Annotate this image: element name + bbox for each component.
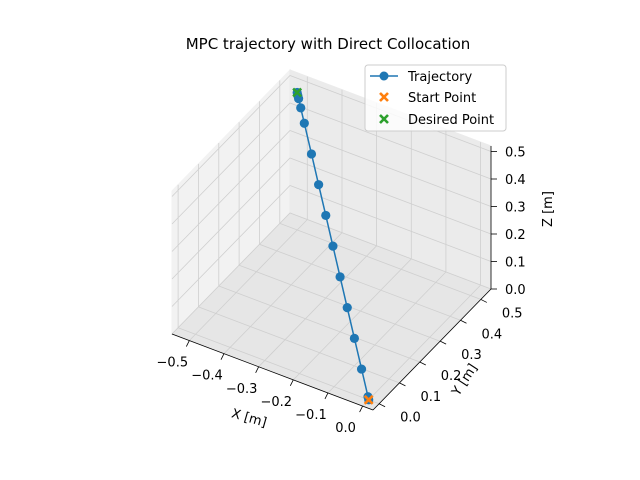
y-tick-label-0: 0.0 [400,411,421,426]
desired-point-marker [292,87,303,98]
z-tick-label-5: 0.5 [505,146,526,161]
legend-box [364,64,507,132]
grid-line-z-4 [171,102,492,225]
x-tick-2 [255,366,259,373]
x-tick-1 [220,353,225,360]
chart-title: MPC trajectory with Direct Collocation [186,35,471,53]
axis-lines [171,146,497,413]
start-point-marker [363,394,374,405]
x-tick-label-3: −0.2 [261,395,293,410]
legend-desired-label: Desired Point [408,113,494,128]
y-tick-label-1: 0.1 [420,390,441,405]
x-tick-0 [185,340,190,347]
trajectory-point-6 [328,241,338,251]
x-axis-line [171,333,374,411]
trajectory-point-11 [296,103,306,113]
x-tick-3 [289,379,294,387]
legend-entry-trajectory: Trajectory [370,70,472,85]
legend-trajectory-marker [379,71,389,81]
trajectory-point-5 [335,272,345,282]
z-tick-label-0: 0.0 [505,283,526,298]
z-tick-label-3: 0.3 [505,201,526,216]
x-tick-label-1: −0.4 [191,369,223,384]
z-tick-label-4: 0.4 [505,173,526,188]
y-tick-1 [399,382,406,387]
tick-labels: −0.5−0.4−0.3−0.2−0.10.00.00.10.20.30.40.… [157,146,526,437]
y-tick-label-4: 0.4 [481,327,502,342]
y-tick-3 [439,340,447,345]
x-tick-label-5: 0.0 [335,421,356,436]
y-tick-label-3: 0.3 [461,348,482,363]
trajectory-point-7 [321,210,331,221]
trajectory-point-9 [306,149,317,159]
z-tick-label-2: 0.2 [505,228,526,243]
y-tick-label-5: 0.5 [502,306,523,321]
x-tick-5 [359,405,363,413]
grid-lines [171,75,492,407]
legend-entry-start-point: Start Point [379,91,476,106]
x-tick-4 [324,392,329,400]
x-tick-label-4: −0.1 [295,408,327,423]
z-tick-label-1: 0.1 [505,256,526,271]
plot-area [292,87,374,405]
legend-desired-marker [379,114,389,124]
trajectory-point-2 [356,364,367,374]
trajectory-point-4 [342,303,352,313]
grid-line-z-2 [171,157,492,280]
axis-panes [171,68,492,411]
y-tick-0 [378,403,386,408]
legend-start-label: Start Point [408,91,476,106]
grid-line-z-3 [171,130,492,252]
x-tick-label-2: −0.3 [226,382,258,397]
y-tick-2 [419,361,426,366]
y-axis-line [372,288,492,411]
trajectory-point-3 [349,333,359,343]
y-tick-5 [480,299,488,303]
legend: Trajectory Start Point Desired Point [364,64,507,132]
trajectory-point-8 [314,180,324,190]
x-tick-label-0: −0.5 [157,356,189,371]
z-axis-label: Z [m] [541,191,556,227]
y-tick-label-2: 0.2 [441,369,462,384]
legend-trajectory-label: Trajectory [407,70,472,85]
legend-start-marker [379,92,389,102]
legend-entry-desired-point: Desired Point [379,113,494,128]
y-tick-4 [460,319,467,324]
grid-line-z-1 [171,185,492,307]
grid-line-z-0 [171,212,492,335]
trajectory-point-10 [299,118,309,128]
